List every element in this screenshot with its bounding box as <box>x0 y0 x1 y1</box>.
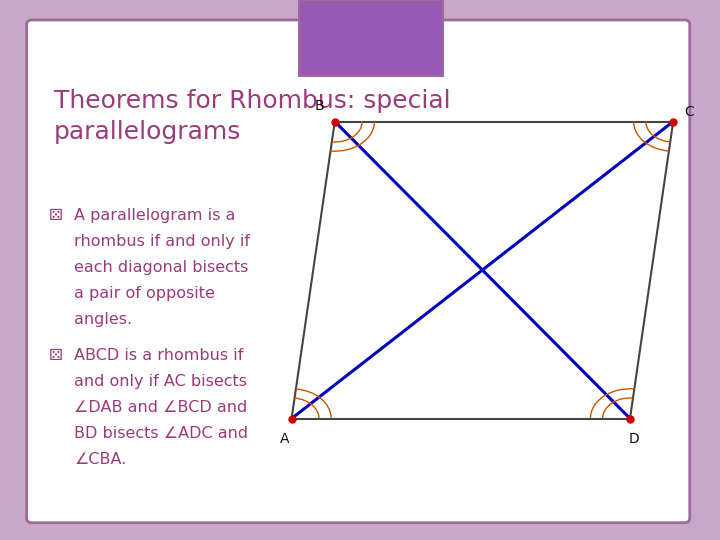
Text: and only if AC bisects: and only if AC bisects <box>74 374 247 389</box>
Text: A parallelogram is a: A parallelogram is a <box>74 208 235 223</box>
Bar <box>299 0 443 76</box>
Text: D: D <box>629 432 639 446</box>
Text: Theorems for Rhombus: special
parallelograms: Theorems for Rhombus: special parallelog… <box>54 89 451 144</box>
Text: rhombus if and only if: rhombus if and only if <box>74 234 250 249</box>
Text: ∠CBA.: ∠CBA. <box>74 452 127 467</box>
Text: A: A <box>279 432 289 446</box>
Text: ∠DAB and ∠BCD and: ∠DAB and ∠BCD and <box>74 400 248 415</box>
Text: a pair of opposite: a pair of opposite <box>74 286 215 301</box>
Text: ⚄: ⚄ <box>49 348 63 363</box>
Text: BD bisects ∠ADC and: BD bisects ∠ADC and <box>74 426 248 441</box>
Text: angles.: angles. <box>74 312 132 327</box>
Text: C: C <box>684 105 694 119</box>
FancyBboxPatch shape <box>27 20 690 523</box>
Text: ABCD is a rhombus if: ABCD is a rhombus if <box>74 348 243 363</box>
Text: ⚄: ⚄ <box>49 208 63 223</box>
Text: each diagonal bisects: each diagonal bisects <box>74 260 248 275</box>
Text: B: B <box>315 99 324 113</box>
